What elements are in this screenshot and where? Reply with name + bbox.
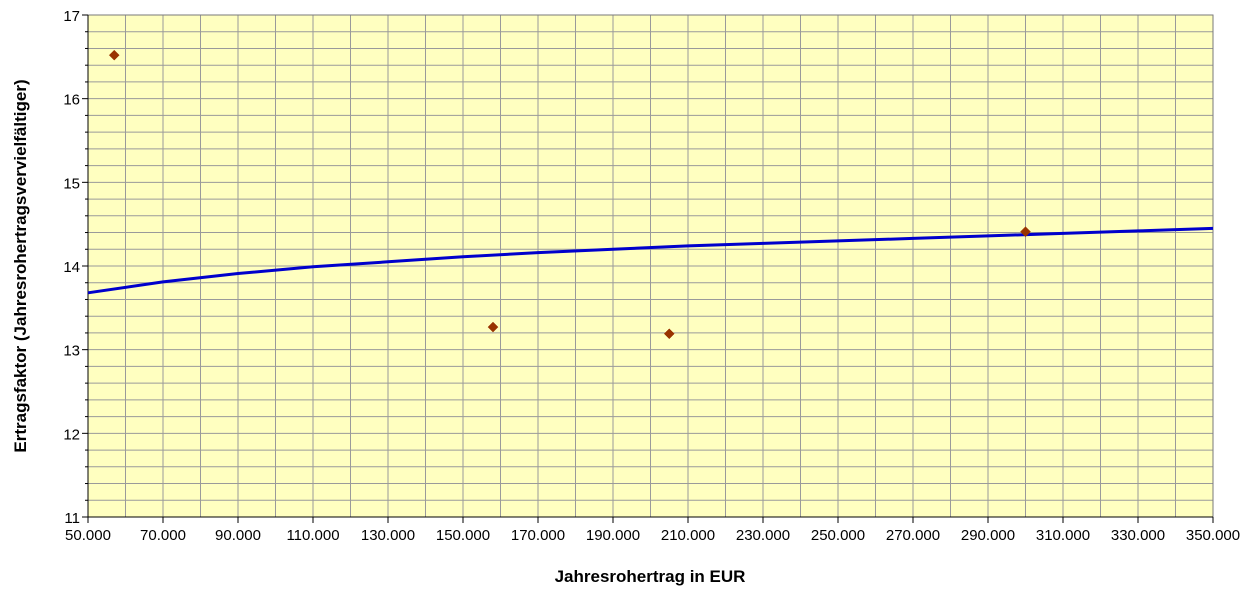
y-axis-tick-label: 14 — [63, 259, 80, 276]
y-axis-tick-label: 12 — [63, 426, 80, 443]
x-axis-title: Jahresrohertrag in EUR — [555, 567, 746, 586]
x-axis-tick-label: 270.000 — [886, 527, 940, 544]
y-axis-tick-label: 11 — [64, 510, 80, 527]
x-axis-tick-label: 230.000 — [736, 527, 790, 544]
y-axis-tick-labels: 11 12 13 14 15 16 17 — [63, 8, 80, 527]
data-series — [87, 49, 1214, 340]
y-axis-tick-label: 17 — [63, 8, 80, 25]
x-axis-tick-label: 350.000 — [1186, 527, 1240, 544]
scatter-point — [663, 328, 675, 340]
x-axis-tick-label: 210.000 — [661, 527, 715, 544]
x-axis-tick-label: 190.000 — [586, 527, 640, 544]
x-axis-tick-label: 70.000 — [140, 527, 186, 544]
y-axis-title: Ertragsfaktor (Jahresrohertragsvervielfä… — [11, 79, 30, 452]
x-axis-tick-label: 290.000 — [961, 527, 1015, 544]
y-axis-tick-label: 16 — [63, 92, 80, 109]
scatter-point — [487, 321, 499, 333]
x-axis-tick-label: 90.000 — [215, 527, 261, 544]
y-axis-tick-label: 13 — [63, 343, 80, 360]
axes — [82, 14, 1214, 523]
x-axis-tick-label: 110.000 — [286, 527, 339, 544]
scatter-point — [1020, 226, 1031, 238]
x-axis-tick-label: 50.000 — [65, 527, 111, 544]
scatter-point — [108, 49, 120, 61]
x-axis-tick-label: 250.000 — [811, 527, 865, 544]
x-axis-tick-label: 130.000 — [361, 527, 415, 544]
grid-lines — [88, 15, 1213, 517]
x-axis-tick-labels: 50.000 70.000 90.000 110.000 130.000 150.000 1… — [65, 527, 1240, 544]
x-axis-tick-label: 150.000 — [436, 527, 490, 544]
x-axis-tick-label: 310.000 — [1036, 527, 1090, 544]
x-axis-tick-label: 170.000 — [511, 527, 565, 544]
x-axis-tick-label: 330.000 — [1111, 527, 1165, 544]
y-axis-tick-label: 15 — [63, 175, 80, 192]
